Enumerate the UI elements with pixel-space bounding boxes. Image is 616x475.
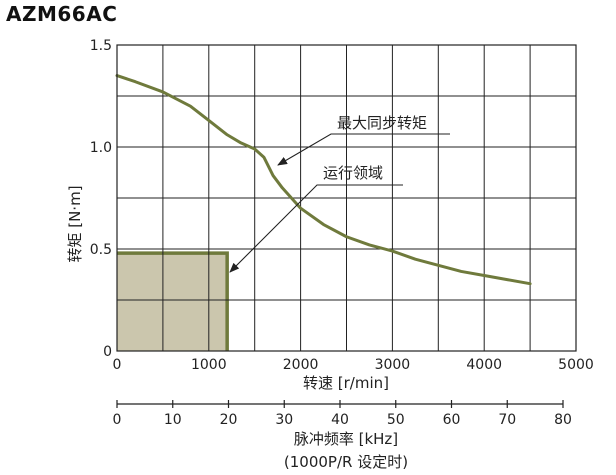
secondary-x-tick-label: 60	[443, 412, 461, 428]
x-axis-label: 转速 [r/min]	[303, 374, 389, 392]
secondary-x-tick-label: 30	[275, 412, 293, 428]
secondary-x-axis-sublabel: (1000P/R 设定时)	[284, 453, 408, 471]
secondary-x-tick-label: 70	[498, 412, 516, 428]
x-tick-label: 4000	[466, 357, 502, 373]
annotation-max-sync-torque: 最大同步转矩	[337, 114, 427, 132]
y-tick-label: 0	[103, 344, 112, 360]
max-sync-torque-line	[115, 74, 532, 286]
y-axis-label: 转矩 [N·m]	[66, 185, 84, 262]
annotation-leader-line	[229, 184, 403, 273]
secondary-x-tick-label: 10	[164, 412, 182, 428]
secondary-x-tick-label: 80	[554, 412, 572, 428]
x-tick-label: 1000	[191, 357, 227, 373]
x-tick-label: 3000	[375, 357, 411, 373]
x-tick-label: 2000	[283, 357, 319, 373]
operating-region-outline	[117, 251, 229, 351]
x-tick-label: 0	[113, 357, 122, 373]
plot-frame	[116, 44, 577, 352]
annotation-operating-region: 运行领域	[323, 164, 383, 182]
secondary-x-tick-label: 20	[220, 412, 238, 428]
secondary-x-tick-label: 40	[331, 412, 349, 428]
annotation-leader-line	[277, 133, 450, 166]
x-tick-label: 5000	[558, 357, 594, 373]
secondary-x-tick-label: 0	[113, 412, 122, 428]
chart-title: AZM66AC	[6, 2, 118, 26]
y-tick-label: 1.0	[90, 140, 112, 156]
y-tick-label: 0.5	[90, 242, 112, 258]
secondary-x-tick-label: 50	[387, 412, 405, 428]
secondary-x-axis-label: 脉冲频率 [kHz]	[294, 430, 398, 448]
y-tick-label: 1.5	[90, 38, 112, 54]
operating-region-fill	[117, 253, 228, 351]
